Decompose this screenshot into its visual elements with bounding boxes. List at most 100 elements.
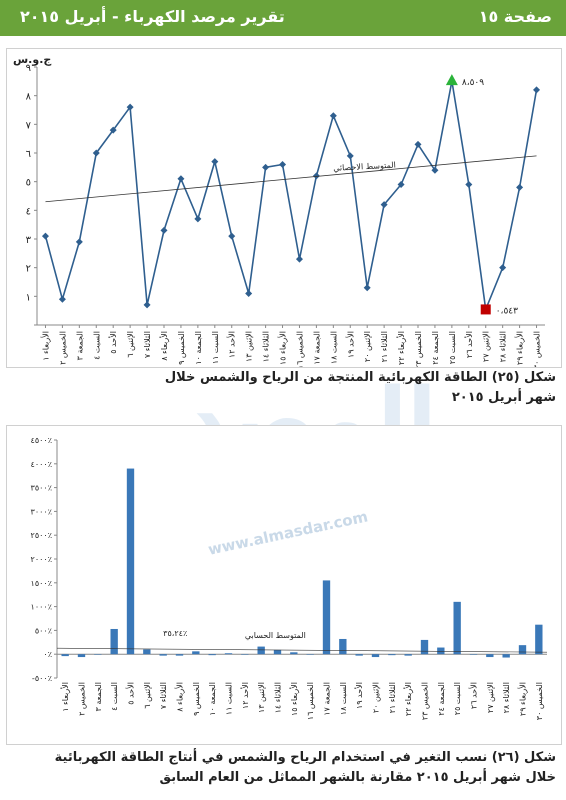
x-tick-label: الثلاثاء ٢٨ bbox=[502, 682, 511, 713]
bar bbox=[208, 654, 216, 656]
data-point bbox=[295, 255, 303, 263]
bar bbox=[371, 654, 380, 658]
bar bbox=[420, 639, 429, 655]
bar bbox=[518, 645, 527, 655]
bar bbox=[175, 654, 184, 656]
bar bbox=[241, 654, 249, 655]
x-tick-label: الأربعاء ٨ bbox=[159, 331, 169, 361]
bar bbox=[322, 580, 331, 655]
bar bbox=[486, 654, 494, 658]
bar bbox=[192, 651, 200, 655]
data-point bbox=[228, 232, 236, 240]
x-tick-label: الأحد ١٢ bbox=[240, 682, 250, 709]
x-tick-label: الخميس ١٦ bbox=[306, 682, 315, 720]
data-point bbox=[279, 160, 287, 168]
x-tick-label: الإثنين ٢٧ bbox=[482, 331, 492, 362]
x-tick-label: الثلاثاء ٢١ bbox=[380, 331, 389, 362]
x-tick-label: الأربعاء ٢٢ bbox=[403, 682, 413, 716]
y-tick-label: ٦ bbox=[26, 149, 31, 160]
max-marker bbox=[445, 74, 458, 86]
x-tick-label: الأحد ١٢ bbox=[227, 331, 237, 358]
y-tick-label: ٨ bbox=[26, 92, 32, 103]
report-title: تقرير مرصد الكهرباء - أبريل ٢٠١٥ bbox=[20, 7, 285, 26]
x-tick-label: الأربعاء ٢٩ bbox=[518, 682, 528, 716]
x-tick-label: الخميس ٢٣ bbox=[414, 331, 423, 367]
y-tick-label: ١٥٠٠٪ bbox=[31, 579, 52, 588]
x-tick-label: السبت ٤ bbox=[92, 331, 101, 360]
bar bbox=[437, 647, 445, 655]
x-tick-label: الأربعاء ٢٢ bbox=[396, 331, 406, 365]
report-header: تقرير مرصد الكهرباء - أبريل ٢٠١٥ صفحة ١٥ bbox=[0, 0, 566, 36]
data-point bbox=[160, 226, 168, 234]
trend-label: المتوسط الاحصائي bbox=[333, 161, 396, 173]
figure-26-caption-line2: خلال شهر أبريل ٢٠١٥ مقارنة بالشهر المماث… bbox=[159, 770, 556, 785]
x-tick-label: الإثنين ٢٧ bbox=[486, 682, 496, 713]
bar bbox=[224, 653, 233, 655]
data-point bbox=[58, 295, 66, 303]
data-point bbox=[312, 172, 320, 180]
data-point bbox=[75, 238, 83, 246]
bar bbox=[306, 654, 314, 655]
y-tick-label: ٢ bbox=[26, 264, 31, 275]
energy-series-line bbox=[44, 80, 538, 313]
x-tick-label: الإثنين ١٣ bbox=[245, 331, 255, 362]
x-tick-label: الخميس ٢٣ bbox=[421, 682, 430, 720]
y-tick-label: ٥ bbox=[26, 178, 31, 189]
figure-26-caption-line1: شكل (٢٦) نسب التغير في استخدام الرياح وا… bbox=[54, 750, 556, 765]
data-point bbox=[414, 140, 422, 148]
x-tick-label: الجمعة ١٠ bbox=[194, 331, 203, 365]
bar bbox=[110, 628, 118, 655]
bar bbox=[388, 654, 396, 656]
bar bbox=[469, 654, 478, 655]
x-tick-label: الإثنين ٦ bbox=[126, 331, 136, 358]
page-number: صفحة ١٥ bbox=[478, 7, 552, 26]
data-point bbox=[245, 289, 253, 297]
data-point bbox=[499, 264, 507, 272]
x-tick-label: الخميس ٩ bbox=[177, 331, 186, 365]
x-tick-label: السبت ١١ bbox=[211, 331, 220, 364]
y-tick-label: -٥٠٠٪ bbox=[32, 674, 52, 683]
y-tick-label: ٤ bbox=[26, 206, 31, 217]
bar bbox=[355, 654, 363, 656]
x-tick-label: الثلاثاء ١٤ bbox=[262, 331, 271, 362]
x-tick-label: الثلاثاء ٧ bbox=[143, 331, 152, 358]
x-tick-label: الخميس ٣٠ bbox=[535, 682, 544, 720]
bar bbox=[453, 601, 461, 655]
data-point bbox=[363, 284, 371, 292]
x-tick-label: السبت ١٨ bbox=[329, 331, 338, 364]
bar bbox=[159, 654, 167, 656]
y-tick-label: ٢٠٠٠٪ bbox=[31, 555, 52, 564]
x-tick-label: الأربعاء ١٥ bbox=[289, 682, 299, 716]
average-line bbox=[56, 647, 548, 653]
y-tick-label: ١٠٠٠٪ bbox=[31, 603, 52, 612]
x-tick-label: الأحد ١٩ bbox=[354, 682, 364, 709]
watermark-url: www.almasdar.com bbox=[206, 507, 369, 558]
energy-line-chart: ج.و.س ١ ٢ ٣ ٤ ٥ ٦ ٧ ٨ ٩ الأربعاء ١ الخميس ٢ الجمعة ٣… bbox=[13, 53, 545, 369]
figure-26-caption: شكل (٢٦) نسب التغير في استخدام الرياح وا… bbox=[10, 748, 556, 788]
bar bbox=[273, 649, 282, 655]
bar bbox=[94, 654, 102, 655]
y-tick-label: ٣٥٠٠٪ bbox=[31, 484, 52, 493]
bar bbox=[502, 654, 510, 658]
bar-chart-panel: -٥٠٠٪ ٠٪ ٥٠٠٪ ١٠٠٠٪ ١٥٠٠٪ ٢٠٠٠٪ ٢٥٠٠٪ ٣٠٠٠٪ ٣٥٠٠… bbox=[6, 425, 562, 745]
x-tick-label: الثلاثاء ٢٨ bbox=[499, 331, 508, 362]
x-tick-label: الأحد ٢٦ bbox=[469, 682, 479, 709]
x-tick-label: الأربعاء ٢٩ bbox=[515, 331, 525, 365]
bar bbox=[339, 638, 347, 655]
x-tick-label: السبت ٤ bbox=[110, 682, 119, 711]
x-tick-label: الجمعة ٢٤ bbox=[431, 331, 440, 365]
min-marker bbox=[480, 304, 491, 315]
data-point bbox=[431, 166, 439, 174]
x-tick-label: الأحد ٥ bbox=[126, 682, 136, 705]
figure-25-caption: شكل (٢٥) الطاقة الكهربائية المنتجة من ال… bbox=[10, 368, 556, 408]
figure-25-caption-line2: شهر أبريل ٢٠١٥ bbox=[451, 390, 556, 405]
y-tick-label: ١ bbox=[26, 292, 31, 303]
bar bbox=[290, 652, 298, 655]
bar bbox=[61, 654, 69, 657]
x-tick-label: الجمعة ٣ bbox=[75, 331, 84, 360]
y-tick-label: ٧ bbox=[26, 120, 32, 131]
x-tick-label: الثلاثاء ٢١ bbox=[388, 682, 397, 713]
data-point bbox=[177, 175, 185, 183]
x-tick-label: الأحد ٢٦ bbox=[464, 331, 474, 358]
x-tick-label: الجمعة ١٧ bbox=[323, 682, 332, 716]
